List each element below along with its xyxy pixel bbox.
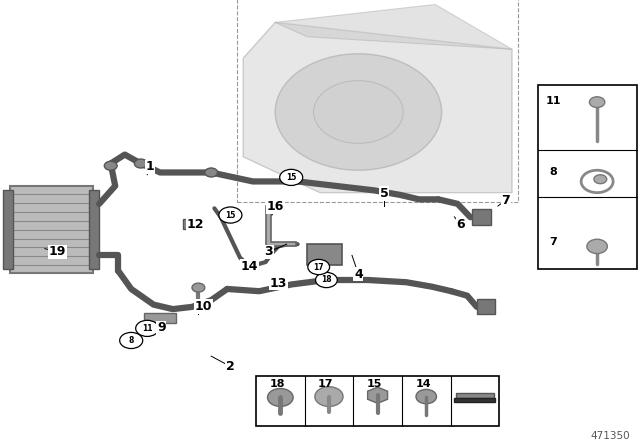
Polygon shape — [456, 393, 494, 398]
Bar — [10, 186, 93, 273]
Bar — [472, 209, 491, 225]
Text: 8: 8 — [129, 336, 134, 345]
Text: 16: 16 — [266, 200, 284, 214]
Bar — [237, 0, 518, 202]
Text: 14: 14 — [241, 260, 259, 273]
Circle shape — [316, 272, 337, 288]
Bar — [477, 299, 495, 314]
Circle shape — [104, 161, 117, 170]
Bar — [256, 376, 499, 426]
Polygon shape — [454, 398, 495, 402]
Text: 7: 7 — [550, 237, 557, 247]
Bar — [3, 190, 13, 269]
Circle shape — [192, 283, 205, 292]
Text: 18: 18 — [269, 379, 285, 389]
Text: 11: 11 — [142, 324, 152, 333]
Circle shape — [205, 168, 218, 177]
Text: 4: 4 — [354, 267, 363, 281]
Bar — [307, 244, 342, 265]
Text: 19: 19 — [49, 245, 67, 258]
Bar — [144, 313, 176, 323]
Circle shape — [416, 389, 436, 404]
Text: 13: 13 — [269, 276, 287, 290]
Circle shape — [589, 97, 605, 108]
Polygon shape — [243, 22, 512, 193]
Text: 9: 9 — [157, 321, 166, 335]
Text: 17: 17 — [318, 379, 333, 389]
Text: 2: 2 — [226, 360, 235, 373]
Text: 1: 1 — [146, 160, 155, 173]
Bar — [89, 190, 99, 269]
Text: 15: 15 — [225, 211, 236, 220]
Text: 11: 11 — [546, 96, 561, 106]
Circle shape — [594, 175, 607, 184]
Circle shape — [308, 259, 330, 275]
Text: 5: 5 — [380, 187, 388, 200]
Circle shape — [587, 239, 607, 254]
Polygon shape — [367, 387, 388, 403]
Circle shape — [314, 81, 403, 143]
Text: 7: 7 — [501, 194, 510, 207]
Circle shape — [268, 388, 293, 406]
Bar — [183, 219, 198, 229]
Polygon shape — [266, 206, 296, 246]
Text: 15: 15 — [286, 173, 296, 182]
Bar — [538, 85, 637, 269]
Circle shape — [134, 159, 147, 168]
Text: 17: 17 — [314, 263, 324, 271]
Text: 14: 14 — [415, 379, 431, 389]
Text: 18: 18 — [321, 276, 332, 284]
Text: 12: 12 — [186, 218, 204, 232]
Circle shape — [120, 332, 143, 349]
Circle shape — [219, 207, 242, 223]
Text: 471350: 471350 — [591, 431, 630, 441]
Text: 15: 15 — [367, 379, 382, 389]
Text: 6: 6 — [456, 218, 465, 232]
Text: 10: 10 — [195, 300, 212, 313]
Polygon shape — [275, 4, 512, 49]
Circle shape — [136, 320, 159, 336]
Circle shape — [275, 54, 442, 170]
Circle shape — [315, 387, 343, 406]
Circle shape — [280, 169, 303, 185]
Text: 8: 8 — [550, 168, 557, 177]
Text: 3: 3 — [264, 245, 273, 258]
